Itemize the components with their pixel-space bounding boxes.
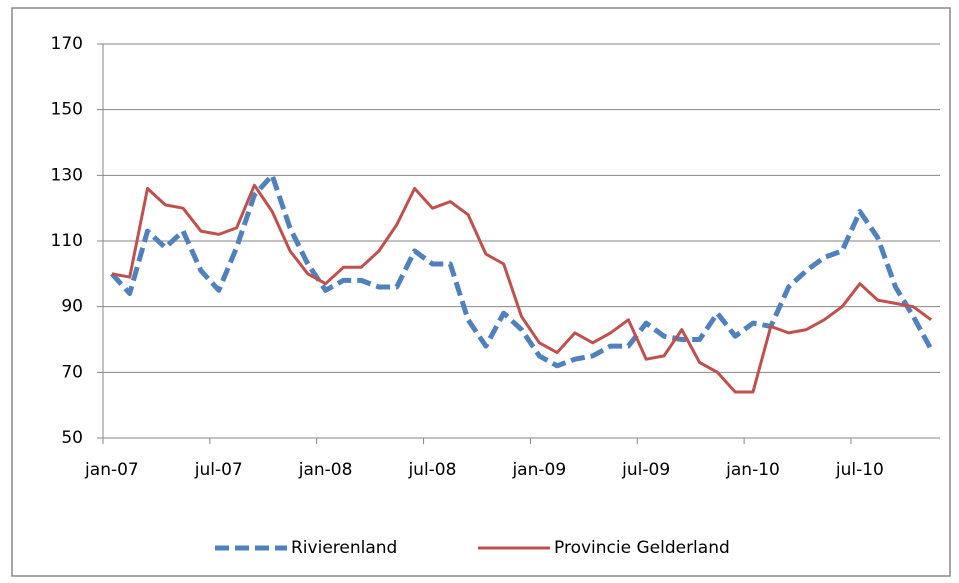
y-tick-label: 130	[51, 165, 83, 185]
x-tick-label: jul-09	[621, 460, 670, 480]
y-tick-label: 90	[61, 297, 83, 317]
series-line	[111, 183, 932, 394]
y-tick-label: 50	[61, 428, 83, 448]
y-tick-label: 170	[51, 34, 83, 54]
x-tick-label: jul-08	[407, 460, 456, 480]
y-tick-label: 150	[51, 100, 83, 120]
legend-label: Rivierenland	[291, 538, 397, 558]
x-tick-label: jan-08	[298, 460, 353, 480]
x-tick-label: jul-07	[194, 460, 243, 480]
x-tick-label: jan-10	[725, 460, 780, 480]
y-tick-label: 70	[61, 362, 83, 382]
legend-label: Provincie Gelderland	[554, 538, 730, 558]
x-tick-label: jul-10	[835, 460, 884, 480]
chart-frame	[11, 7, 951, 577]
series-line	[110, 172, 934, 369]
x-tick-label: jan-07	[84, 460, 139, 480]
y-tick-label: 110	[51, 231, 83, 251]
x-tick-label: jan-09	[511, 460, 566, 480]
